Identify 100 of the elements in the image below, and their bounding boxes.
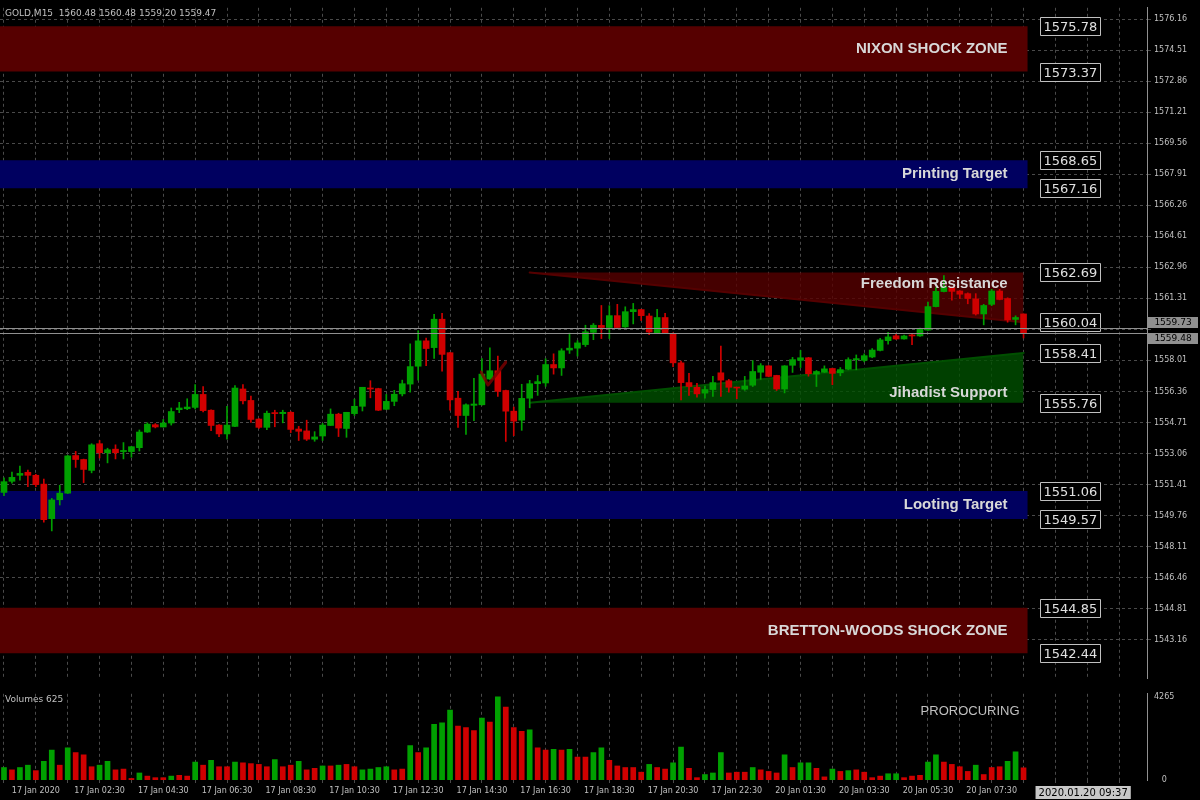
x-tick-label: 17 Jan 20:30 <box>647 785 699 795</box>
bar <box>614 765 621 780</box>
y-tick-label: 1551.41 <box>1153 479 1188 489</box>
candlestick <box>24 469 32 487</box>
y-tick-label: 1558.01 <box>1153 355 1188 365</box>
y2-tick-label: 1568.65 <box>1043 152 1098 168</box>
candlestick <box>279 409 287 424</box>
bar <box>423 747 429 780</box>
bar <box>1012 751 1019 780</box>
bar <box>1 767 7 780</box>
bar <box>725 772 732 780</box>
bar <box>447 709 453 780</box>
y-tick-label: 1576.16 <box>1153 14 1188 24</box>
bar <box>837 771 844 780</box>
bar <box>399 768 406 780</box>
bar <box>893 773 899 780</box>
bar <box>741 771 748 780</box>
y2-tick-label: 1567.16 <box>1043 180 1098 196</box>
bar <box>502 706 509 780</box>
x-tick-label: 17 Jan 10:30 <box>329 785 380 795</box>
bar <box>933 754 939 780</box>
bar <box>383 766 390 780</box>
bar <box>495 696 501 780</box>
bar <box>510 727 517 780</box>
band-label: Looting Target <box>903 495 1008 513</box>
bar <box>407 745 414 780</box>
bar <box>192 761 198 780</box>
y-tick-label: 1549.76 <box>1153 510 1188 520</box>
bar <box>518 731 525 780</box>
bar <box>415 752 422 780</box>
y-tick-label: 1543.16 <box>1153 634 1188 644</box>
bar <box>224 766 230 780</box>
x-tick-label: 17 Jan 18:30 <box>584 785 635 795</box>
y-tick-label: 1546.46 <box>1153 572 1188 582</box>
bar <box>996 766 1003 780</box>
bar <box>208 759 214 780</box>
y-tick-label: 1548.11 <box>1153 541 1188 551</box>
bar <box>964 771 971 780</box>
y2-tick-label: 1555.76 <box>1043 395 1098 411</box>
x-tick-label: 17 Jan 16:30 <box>520 785 571 795</box>
x-tick-label: 17 Jan 22:30 <box>711 785 763 795</box>
bar <box>216 766 222 780</box>
bar <box>949 764 955 780</box>
bar <box>534 747 541 780</box>
bar <box>88 766 95 780</box>
bar <box>351 766 358 780</box>
bar <box>25 764 31 780</box>
y-tick-label: 1569.56 <box>1153 138 1188 148</box>
bar <box>455 725 461 780</box>
bar <box>256 764 262 780</box>
bar <box>988 767 995 780</box>
y2-tick-label: 1560.04 <box>1043 314 1098 330</box>
bar <box>678 746 684 780</box>
bar <box>686 767 692 780</box>
bar <box>694 777 700 780</box>
bar <box>877 775 883 780</box>
candlestick <box>16 465 24 481</box>
y2-tick-label: 1558.41 <box>1043 345 1098 361</box>
x-tick-label: 20 Jan 01:30 <box>775 785 826 795</box>
bar <box>152 777 159 780</box>
bar <box>702 774 708 780</box>
bar <box>925 761 931 780</box>
bar <box>909 775 915 780</box>
y-tick-label: 1544.81 <box>1153 603 1188 613</box>
bar <box>749 767 756 780</box>
y-tick-label: 1566.26 <box>1153 200 1188 210</box>
bar <box>861 771 868 780</box>
bar <box>630 767 637 780</box>
x-tick-label: 17 Jan 14:30 <box>456 785 508 795</box>
y-tick-label: 1572.86 <box>1153 76 1188 86</box>
bar <box>654 767 660 780</box>
bar <box>710 772 716 780</box>
bar <box>917 774 923 780</box>
bar <box>200 764 206 780</box>
y2-tick-label: 1549.57 <box>1043 511 1098 527</box>
bar <box>869 777 876 780</box>
y2-tick-label: 1542.44 <box>1043 645 1098 661</box>
bar <box>941 761 947 780</box>
bar <box>9 769 15 780</box>
annotation: PROROCURING <box>920 703 1020 719</box>
y2-tick-label: 1562.69 <box>1043 264 1098 280</box>
bar <box>287 764 294 780</box>
y-tick-label: 1553.06 <box>1153 448 1188 458</box>
bar <box>176 774 183 780</box>
bar <box>471 730 477 780</box>
bar <box>391 769 398 780</box>
x-tick-label: 17 Jan 02:30 <box>74 785 125 795</box>
y-tick-label: 0 <box>1161 775 1167 785</box>
chart-title: Volumes 625 <box>5 694 64 705</box>
series-label: Jihadist Support <box>889 382 1008 400</box>
band-label: BRETTON-WOODS SHOCK ZONE <box>767 620 1008 638</box>
bar <box>646 764 652 780</box>
candlestick <box>271 409 279 428</box>
bar <box>48 749 55 780</box>
bar <box>439 722 445 780</box>
x-tick-label: 17 Jan 04:30 <box>137 785 189 795</box>
bar <box>64 747 71 780</box>
bar <box>885 773 891 780</box>
x-tick-label: 20 Jan 05:30 <box>902 785 954 795</box>
bar <box>40 760 47 780</box>
